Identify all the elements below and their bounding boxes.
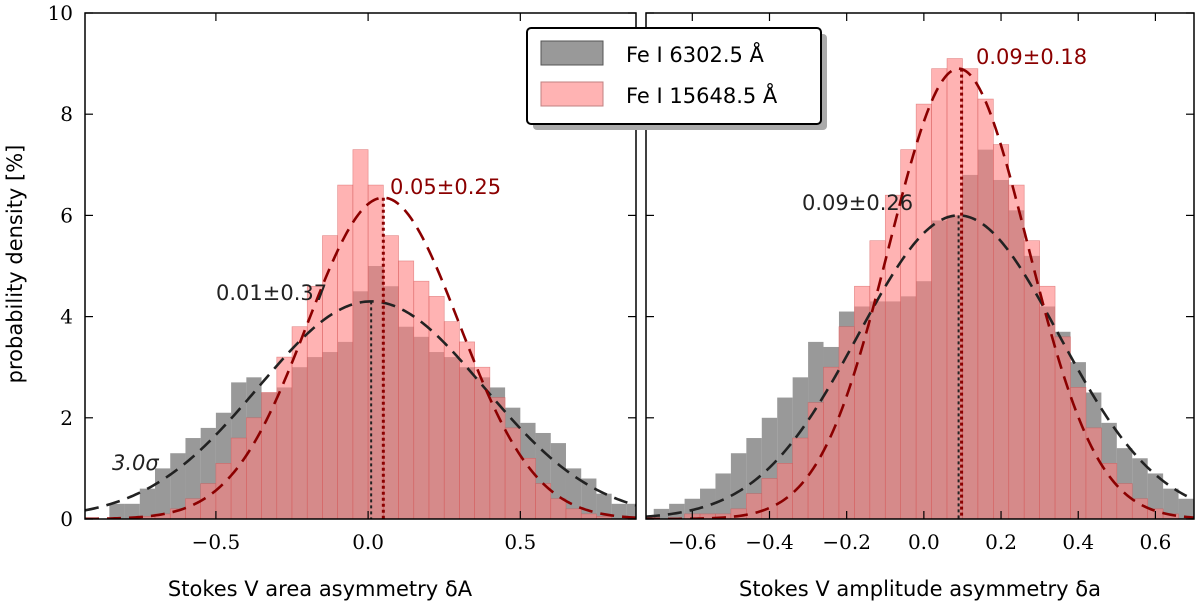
right-fit-curves <box>646 67 1194 519</box>
right-fit-curve-red <box>646 67 1194 519</box>
left-fit-curve-black <box>85 300 636 512</box>
right-annotation-red: 0.09±0.18 <box>976 45 1087 69</box>
left-bar-gray-32 <box>596 493 612 519</box>
right-bar-red-18 <box>931 68 948 519</box>
left-mean-lines <box>370 197 385 519</box>
right-bar-red-13 <box>854 285 871 519</box>
right-bar-gray-32 <box>1147 473 1164 519</box>
left-ytick-label-4: 8 <box>60 102 73 126</box>
right-xtick-label-2: −0.2 <box>822 530 871 554</box>
left-annotation-red: 0.05±0.25 <box>390 175 501 199</box>
left-fit-curves <box>85 196 636 519</box>
left-bar-gray-3 <box>155 468 171 519</box>
right-bar-gray-33 <box>1163 488 1179 519</box>
right-bar-red-20 <box>962 68 979 519</box>
right-bar-red-23 <box>1008 184 1025 519</box>
right-annotation-black: 0.09±0.26 <box>802 191 913 215</box>
left-bar-red-20 <box>413 280 430 519</box>
left-bar-gray-1 <box>124 503 140 519</box>
left-bar-red-26 <box>504 427 521 519</box>
left-bar-red-29 <box>550 498 567 519</box>
legend-label-gray: Fe I 6302.5 Å <box>626 41 765 67</box>
right-bar-red-22 <box>993 144 1010 519</box>
left-annotation-sigma: 3.0σ <box>112 451 159 475</box>
right-bar-gray-5 <box>730 453 747 519</box>
left-bar-red-7 <box>215 463 232 519</box>
left-bar-gray-31 <box>581 478 597 519</box>
right-bar-gray-3 <box>700 488 716 519</box>
right-ticks: −0.6 −0.4 −0.2 0.0 0.2 0.4 0.6 <box>646 12 1194 554</box>
left-red-histogram <box>139 149 612 519</box>
left-bar-red-6 <box>200 483 217 519</box>
right-bar-red-31 <box>1131 498 1148 519</box>
left-ytick-label-3: 6 <box>60 203 73 227</box>
left-ytick-label-0: 0 <box>60 507 73 531</box>
left-bar-gray-2 <box>139 488 156 519</box>
left-bar-gray-30 <box>565 468 582 519</box>
left-annotation-black: 0.01±0.37 <box>216 281 327 305</box>
right-bar-gray-35 <box>1194 509 1200 519</box>
left-bar-red-18 <box>383 235 399 519</box>
right-bar-gray-4 <box>715 473 731 519</box>
left-bar-red-16 <box>352 149 369 519</box>
left-bar-gray-4 <box>170 453 186 519</box>
right-bar-red-10 <box>807 402 824 519</box>
right-bar-red-6 <box>746 493 763 519</box>
left-bar-red-19 <box>398 260 415 519</box>
right-bar-gray-34 <box>1178 498 1194 519</box>
right-xtick-label-4: 0.2 <box>985 530 1017 554</box>
left-ticks: −0.5 0.0 0.5 0 2 4 6 8 10 <box>48 1 636 554</box>
right-bar-red-14 <box>869 240 886 519</box>
ylabel: probability density [%] <box>3 145 27 384</box>
left-bar-red-8 <box>230 437 247 519</box>
right-xtick-label-0: −0.6 <box>668 530 717 554</box>
left-ytick-label-5: 10 <box>48 1 73 25</box>
left-bar-gray-34 <box>626 503 636 519</box>
right-bar-red-30 <box>1116 483 1133 519</box>
right-xtick-label-1: −0.4 <box>745 530 794 554</box>
right-bar-red-21 <box>977 98 994 519</box>
left-ytick-label-2: 4 <box>60 305 73 329</box>
right-xtick-label-5: 0.4 <box>1062 530 1094 554</box>
left-bar-red-22 <box>443 321 460 519</box>
left-xtick-label-0: −0.5 <box>192 530 241 554</box>
left-bar-red-10 <box>261 392 278 519</box>
left-fit-curve-red <box>85 196 636 519</box>
right-bar-red-26 <box>1054 336 1071 519</box>
left-bar-gray-33 <box>611 503 627 519</box>
left-ytick-label-1: 2 <box>60 406 73 430</box>
right-xtick-label-3: 0.0 <box>908 530 940 554</box>
right-bar-red-19 <box>946 58 963 519</box>
panel-right: −0.6 −0.4 −0.2 0.0 0.2 0.4 0.6 0.09±0.26 0.09±… <box>645 12 1200 601</box>
right-xlabel: Stokes V amplitude asymmetry δa <box>739 577 1101 601</box>
legend-label-red: Fe I 15648.5 Å <box>626 82 778 108</box>
left-bar-gray-0 <box>109 503 125 519</box>
right-bar-red-29 <box>1101 463 1118 519</box>
right-mean-lines <box>957 68 964 519</box>
left-xtick-label-1: 0.0 <box>352 530 384 554</box>
right-xtick-label-6: 0.6 <box>1140 530 1172 554</box>
left-axes-frame <box>84 12 637 520</box>
left-bar-red-30 <box>565 508 582 519</box>
right-fit-curve-black <box>646 214 1194 518</box>
right-bar-red-9 <box>792 437 809 519</box>
left-bar-red-31 <box>580 513 597 519</box>
right-bar-red-27 <box>1070 387 1087 519</box>
left-xtick-label-2: 0.5 <box>504 530 536 554</box>
legend-swatch-gray <box>540 40 604 66</box>
left-xlabel: Stokes V area asymmetry δA <box>168 577 473 601</box>
right-bar-red-15 <box>884 194 902 519</box>
right-axes-frame <box>645 12 1195 520</box>
legend-swatch-red <box>540 81 604 107</box>
right-bar-gray-0 <box>653 508 670 519</box>
panel-left: −0.5 0.0 0.5 0 2 4 6 8 10 0.01±0.37 0.05±0.25 3.… <box>3 1 637 601</box>
right-bar-red-17 <box>915 103 932 519</box>
legend: Fe I 6302.5 Å Fe I 15648.5 Å <box>526 27 827 130</box>
right-bar-red-8 <box>776 463 793 519</box>
right-bar-gray-1 <box>669 503 685 519</box>
